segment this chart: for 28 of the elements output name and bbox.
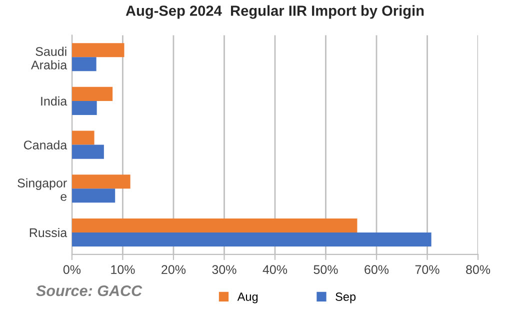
bar: [72, 57, 96, 72]
chart-title: Aug-Sep 2024 Regular IIR Import by Origin: [126, 5, 424, 19]
bar: [72, 100, 97, 115]
x-tick-label: 70%: [415, 265, 440, 274]
x-tick-label: 40%: [262, 265, 288, 274]
legend-label: Sep: [336, 292, 356, 304]
y-tick-label: Singapor e: [18, 178, 67, 201]
x-tick-label: 60%: [364, 265, 389, 274]
bar: [72, 232, 432, 247]
legend-label: Aug: [237, 292, 258, 304]
bar: [72, 174, 130, 189]
x-tick-label: 50%: [314, 265, 338, 274]
x-tick-label: 80%: [466, 265, 490, 274]
y-tick-label: India: [41, 96, 68, 106]
bar: [72, 130, 94, 145]
source-note: Source: GACC: [36, 285, 142, 296]
y-tick-label: Saudi Arabia: [30, 46, 68, 70]
x-tick-label: 0%: [63, 265, 81, 274]
y-tick-label: Russia: [30, 228, 68, 238]
x-tick-label: 30%: [212, 265, 236, 274]
bar: [72, 43, 124, 58]
x-tick-label: 10%: [111, 265, 135, 274]
bar: [72, 86, 113, 101]
x-tick-label: 20%: [162, 265, 186, 274]
bar: [72, 218, 358, 232]
bar: [72, 144, 104, 159]
y-tick-label: Canada: [24, 140, 68, 150]
bar: [72, 188, 116, 203]
